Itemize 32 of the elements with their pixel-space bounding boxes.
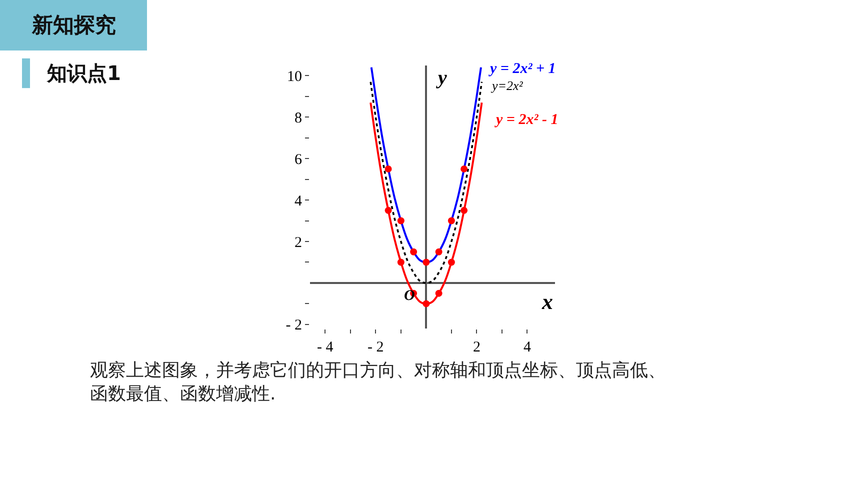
y-tick-label: 8 xyxy=(294,110,302,126)
x-tick-label: 4 xyxy=(523,340,532,356)
point xyxy=(384,206,392,214)
point xyxy=(448,258,455,266)
text: 新知探究 xyxy=(31,13,116,37)
text: 观察上述图象，并考虑它们的开口方向、对称轴和顶点坐标、顶点高低、函数最值、函数增减性. xyxy=(90,360,666,404)
point xyxy=(397,258,404,266)
series-label: y=2x² xyxy=(490,78,524,93)
point xyxy=(435,248,442,256)
series-label: y = 2x² - 1 xyxy=(494,112,558,128)
point xyxy=(448,217,455,224)
x-tick-label: 2 xyxy=(472,340,480,356)
x-axis-title: x xyxy=(541,289,553,314)
annotation: O xyxy=(404,288,415,304)
point xyxy=(460,165,468,172)
series-label: y = 2x² + 1 xyxy=(488,61,556,77)
text: 知识点1 xyxy=(46,61,121,85)
point xyxy=(422,258,430,266)
y-axis-title: y xyxy=(436,67,447,89)
point xyxy=(422,300,430,308)
x-tick-label: - 4 xyxy=(317,340,334,356)
point xyxy=(410,248,418,256)
point xyxy=(397,217,404,224)
y-tick-label: 4 xyxy=(294,193,302,210)
point xyxy=(384,165,392,172)
y-tick-label: 10 xyxy=(287,68,302,85)
x-tick-label: - 2 xyxy=(368,340,384,356)
y-tick-label: 2 xyxy=(294,234,302,251)
point xyxy=(435,290,442,297)
y-tick-label: - 2 xyxy=(286,318,302,334)
y-tick-label: 6 xyxy=(294,152,302,168)
point xyxy=(460,206,468,214)
